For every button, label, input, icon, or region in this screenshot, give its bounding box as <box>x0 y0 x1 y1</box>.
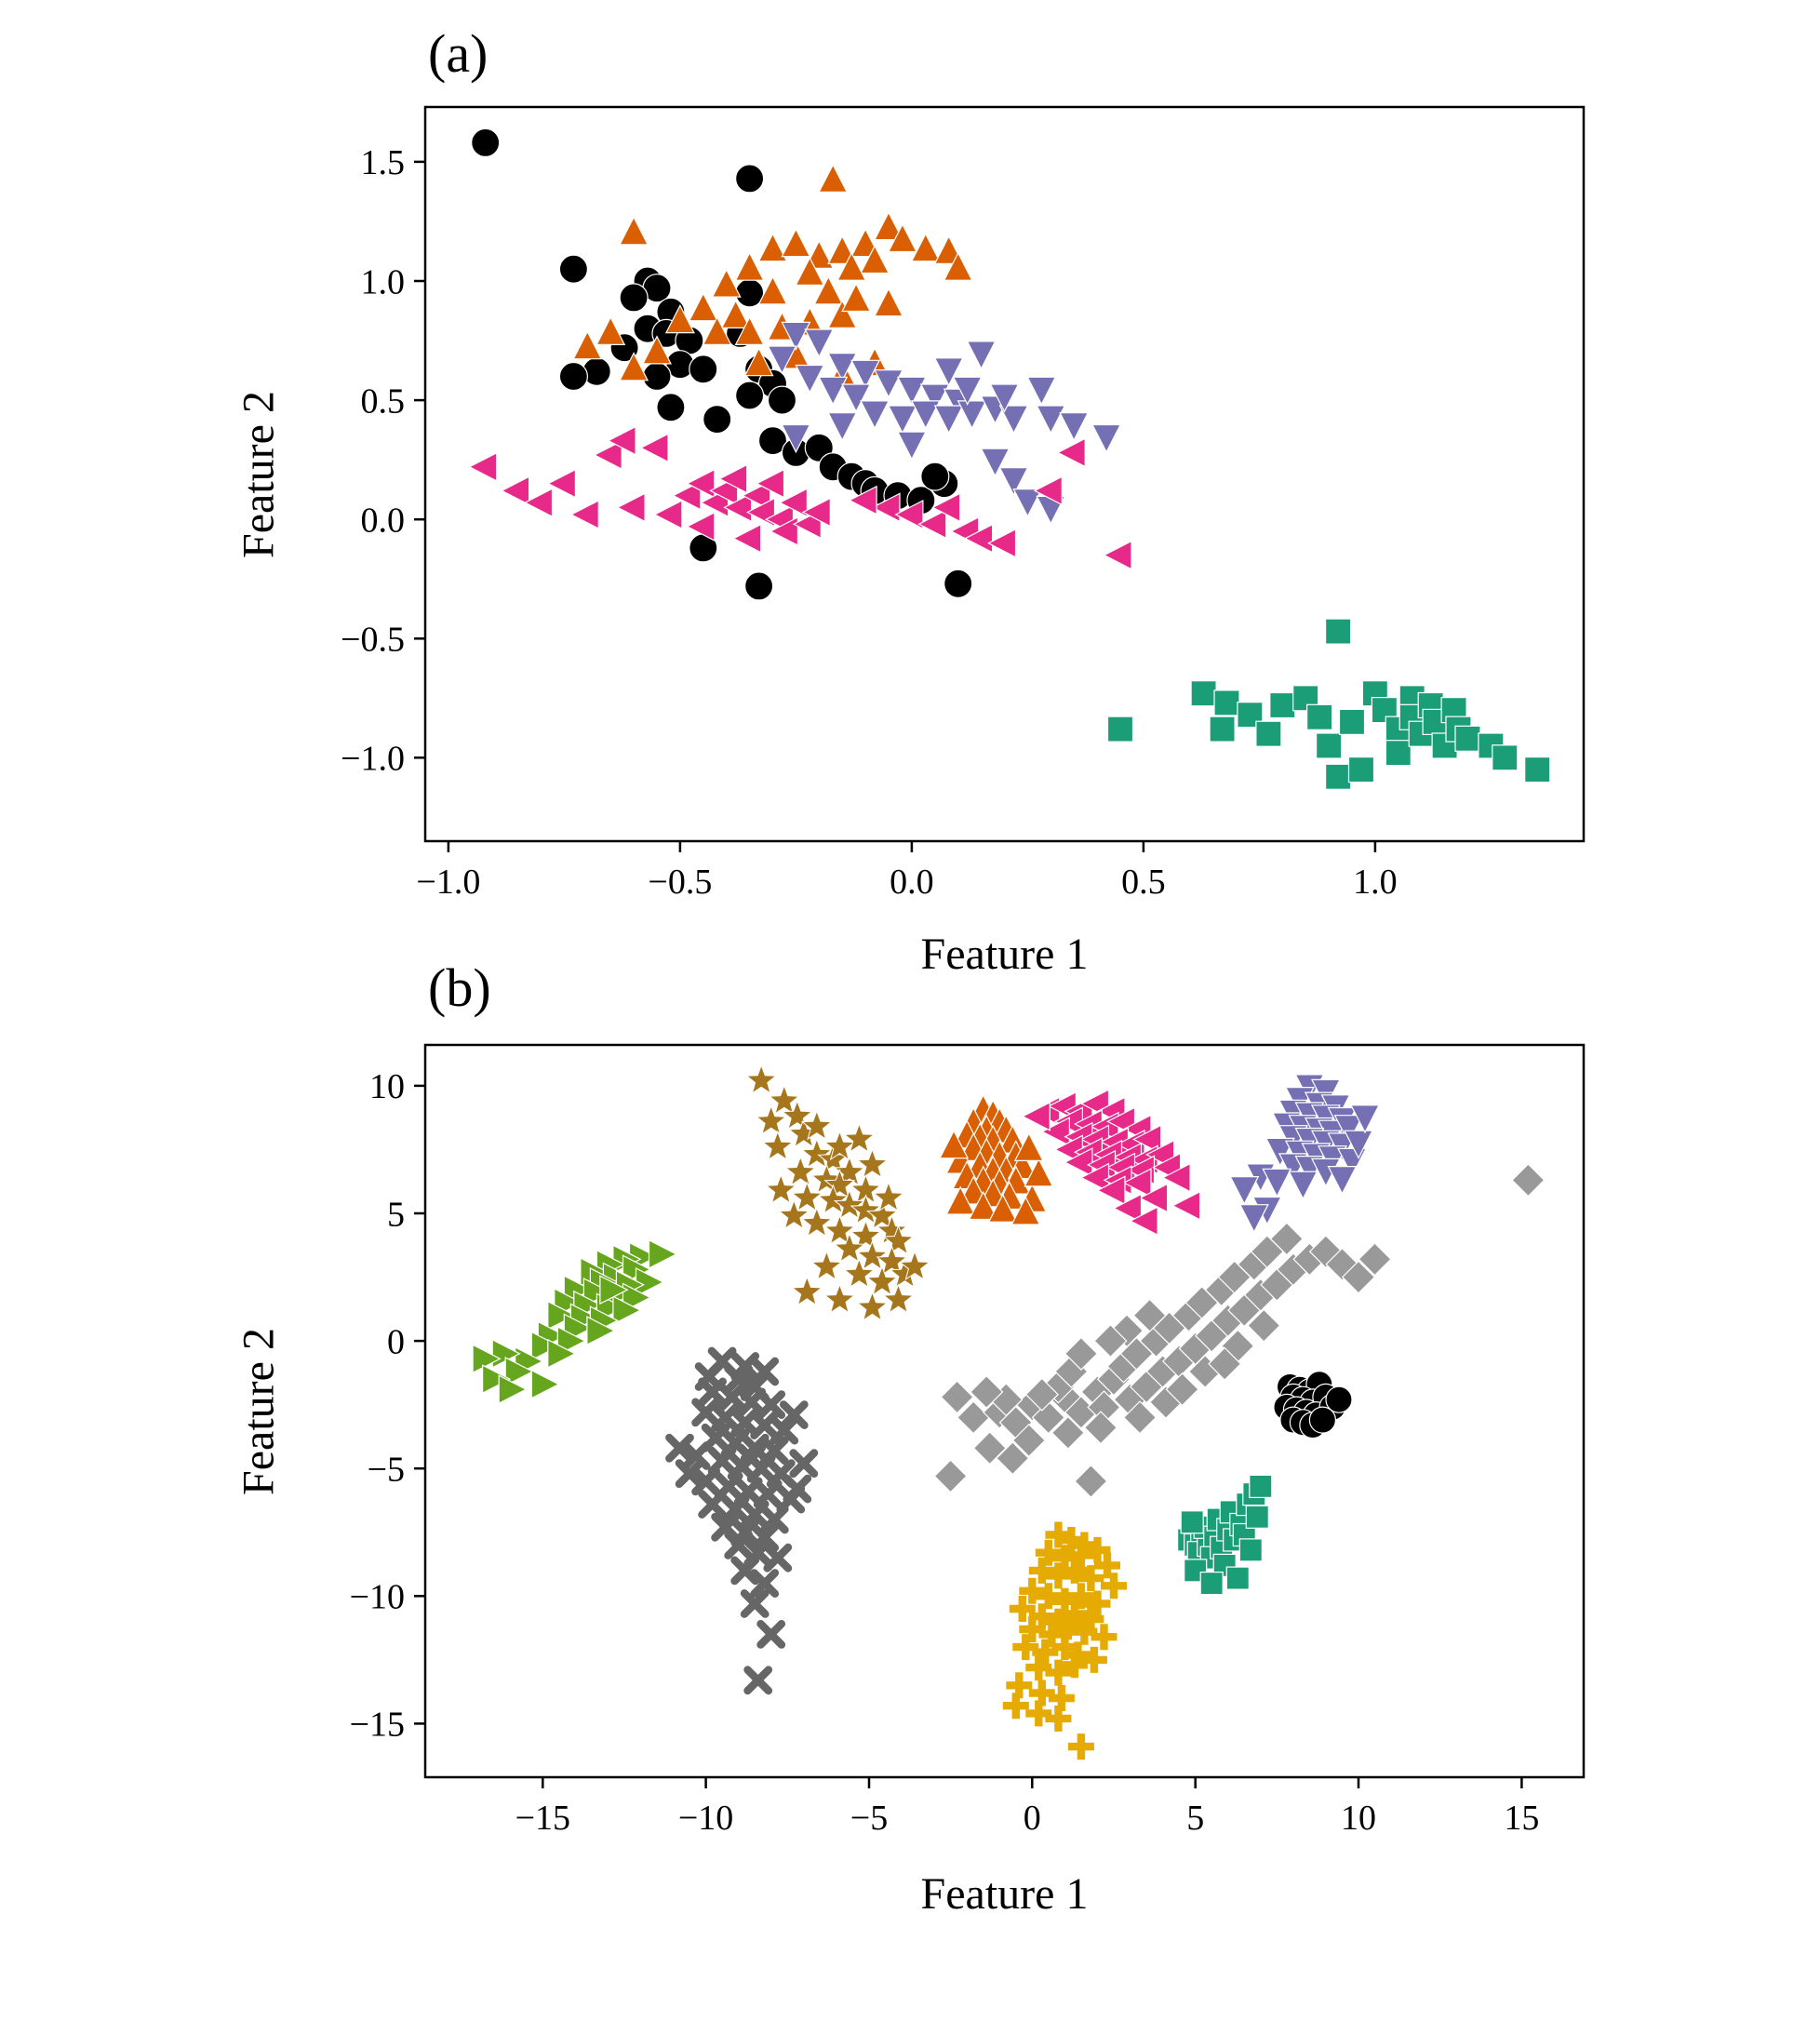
y-tick-label: −15 <box>350 1706 405 1745</box>
x-tick-label: 5 <box>1186 1799 1204 1838</box>
series-teal-squares <box>1176 1474 1273 1596</box>
y-tick-label: 5 <box>387 1195 405 1234</box>
y-tick-label: −10 <box>350 1578 405 1617</box>
series-black-circles <box>471 127 973 601</box>
y-tick-label: 0 <box>387 1322 405 1361</box>
series-magenta-left-triangles <box>1021 1089 1201 1237</box>
series-orange-up-triangles <box>939 1093 1054 1225</box>
y-axis: −15 −10 −5 0 5 10 <box>350 1067 425 1745</box>
series-green-squares <box>1106 618 1551 790</box>
panel-a-ylabel: Feature 2 <box>234 391 284 558</box>
y-tick-label: 1.5 <box>361 143 406 182</box>
x-tick-label: −5 <box>850 1799 888 1838</box>
x-tick-label: 15 <box>1504 1799 1539 1838</box>
series-black-circles <box>1273 1371 1353 1439</box>
scatter-plot-a: −1.0 −0.5 0.0 0.5 1.0 −1.0 −0.5 0.0 0.5 1.0 1.5 <box>341 105 1586 902</box>
series-khaki-stars <box>745 1064 931 1321</box>
series-yellow-plusses <box>1002 1521 1127 1760</box>
y-tick-label: −1.0 <box>341 740 405 779</box>
x-axis: −15 −10 −5 0 5 10 15 <box>515 1777 1539 1838</box>
plot-frame <box>423 105 1586 843</box>
series-purple-down-triangles <box>767 321 1122 525</box>
x-tick-label: −0.5 <box>648 863 712 902</box>
series-green-right-triangles <box>472 1238 678 1405</box>
series-purple-down-triangles <box>1229 1074 1380 1234</box>
y-tick-label: −0.5 <box>341 621 405 660</box>
panel-b-xlabel: Feature 1 <box>920 1869 1089 1919</box>
panel-b-label: (b) <box>428 957 491 1018</box>
series-gray-diamonds <box>933 1163 1546 1499</box>
x-tick-label: 1.0 <box>1353 863 1398 902</box>
panel-a-label: (a) <box>428 23 488 84</box>
panel-b-ylabel: Feature 2 <box>234 1328 284 1495</box>
y-tick-label: 0.0 <box>361 502 406 541</box>
panel-a-xlabel: Feature 1 <box>920 930 1089 979</box>
series-magenta-left-triangles <box>468 425 1132 570</box>
y-tick-label: 10 <box>369 1067 405 1106</box>
scatter-plot-b: −15 −10 −5 0 5 10 15 −15 −10 −5 0 5 10 <box>350 1043 1586 1838</box>
y-tick-label: 0.5 <box>361 381 406 421</box>
x-tick-label: 10 <box>1341 1799 1376 1838</box>
plot-frame <box>423 1043 1586 1779</box>
x-axis: −1.0 −0.5 0.0 0.5 1.0 <box>416 841 1398 902</box>
y-axis: −1.0 −0.5 0.0 0.5 1.0 1.5 <box>341 143 425 779</box>
y-tick-label: −5 <box>368 1451 405 1490</box>
y-tick-label: 1.0 <box>361 262 406 301</box>
x-tick-label: −10 <box>678 1799 733 1838</box>
x-tick-label: −1.0 <box>416 863 480 902</box>
series-orange-up-triangles <box>572 163 973 389</box>
x-tick-label: 0.5 <box>1121 863 1166 902</box>
x-tick-label: 0.0 <box>890 863 934 902</box>
series-darkgray-x-markers <box>665 1346 819 1695</box>
x-tick-label: −15 <box>515 1799 570 1838</box>
x-tick-label: 0 <box>1024 1799 1041 1838</box>
